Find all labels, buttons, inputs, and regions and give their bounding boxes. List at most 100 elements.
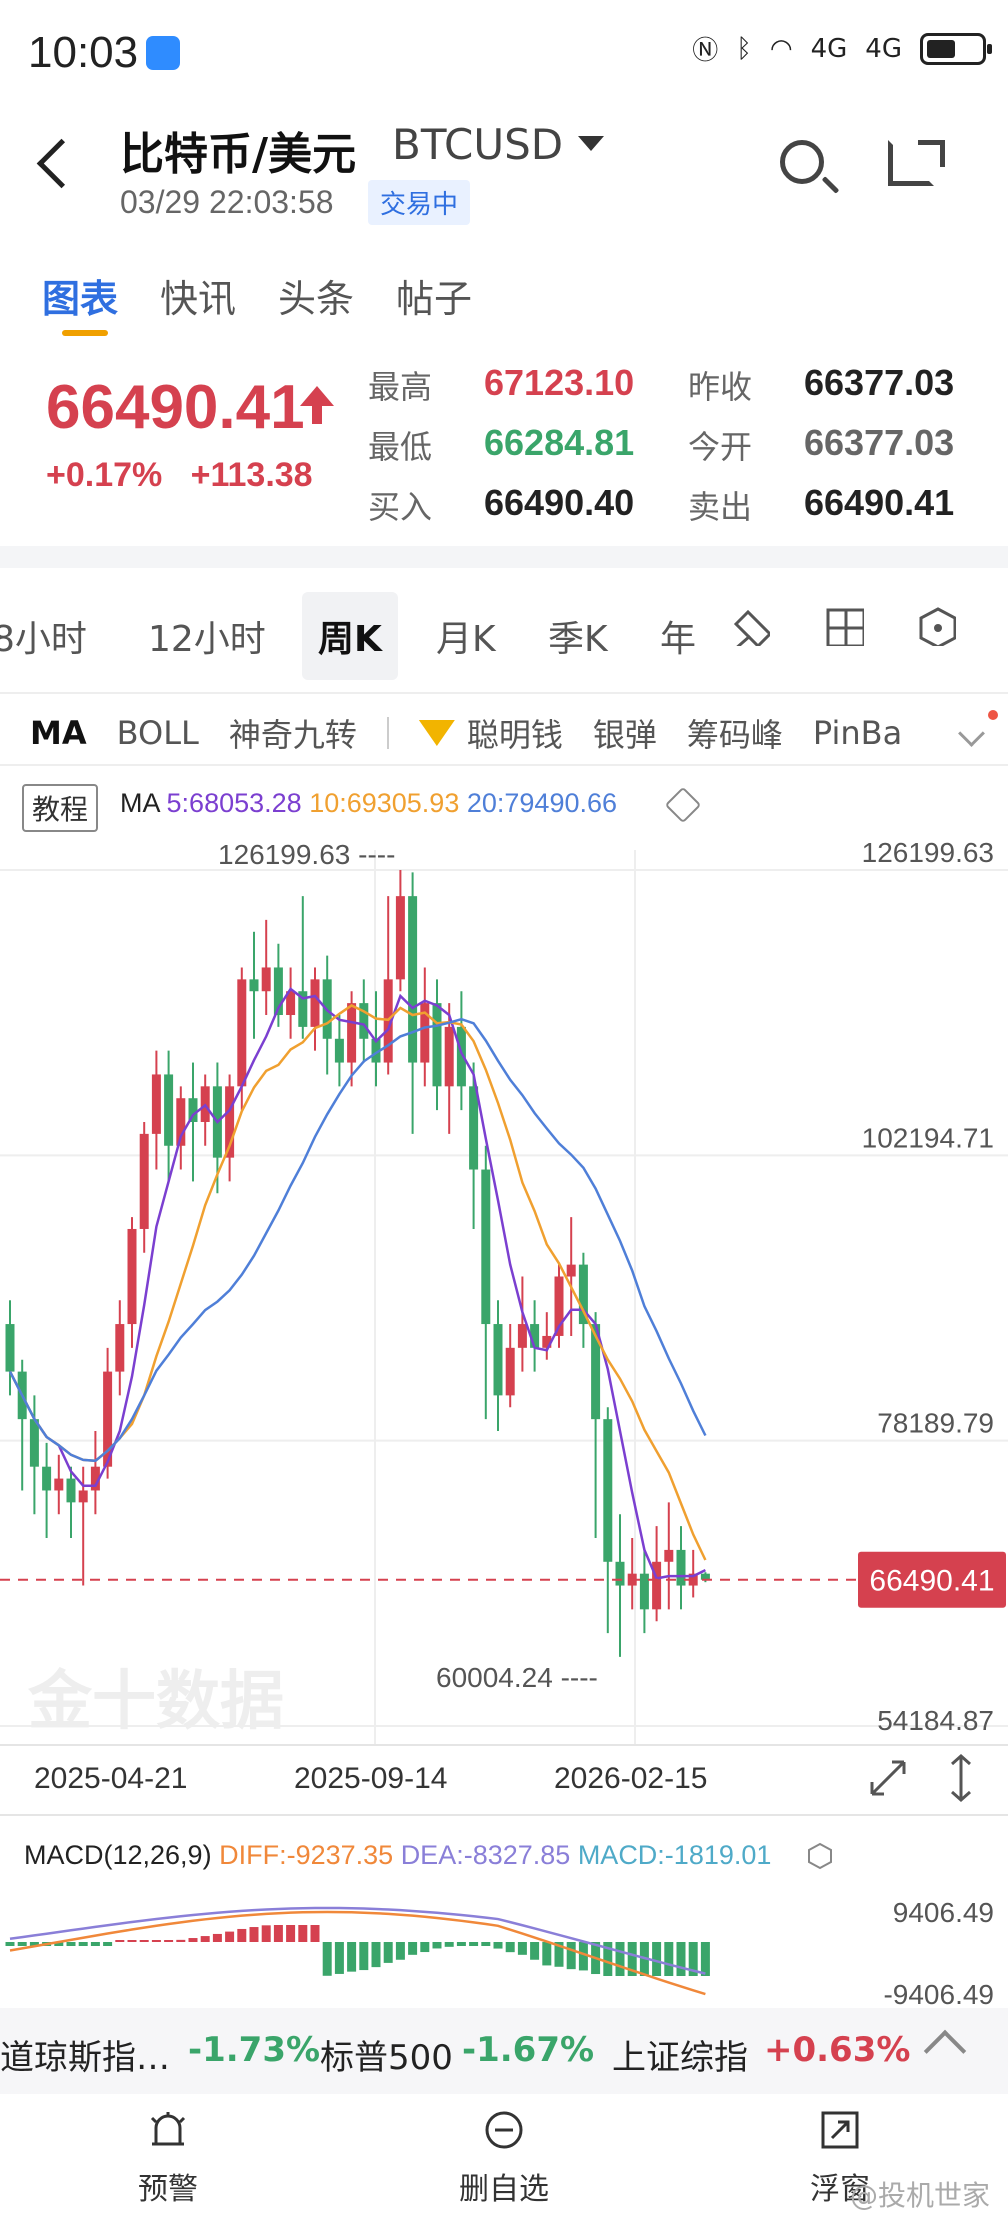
ticker-sp500-value: -1.67% xyxy=(462,2030,595,2070)
candle-body xyxy=(481,1169,491,1325)
indicator-pinbar[interactable]: PinBa xyxy=(812,714,903,752)
period-12h[interactable]: 12小时 xyxy=(148,619,266,660)
period-8h[interactable]: 8小时 xyxy=(0,619,87,660)
macd-bar xyxy=(481,1942,491,1946)
candle-body xyxy=(347,1003,357,1063)
chevron-down-icon[interactable] xyxy=(958,720,985,747)
chevron-up-icon[interactable] xyxy=(923,2029,967,2073)
market-ticker[interactable]: 道琼斯指… -1.73% 标普500 -1.67% 上证综指 +0.63% xyxy=(0,2008,1008,2094)
indicator-boll[interactable]: BOLL xyxy=(116,714,199,752)
candle-body xyxy=(700,1573,710,1580)
ask-value: 66490.41 xyxy=(804,482,955,523)
date-label-3: 2026-02-15 xyxy=(554,1762,708,1795)
candle-body xyxy=(127,1228,137,1325)
macd-bar xyxy=(420,1942,430,1953)
indicator-td9[interactable]: 神奇九转 xyxy=(228,716,357,754)
caret-down-icon[interactable] xyxy=(578,136,604,151)
candle-body xyxy=(17,1371,27,1420)
macd-bar xyxy=(334,1942,344,1974)
tab-posts[interactable]: 帖子 xyxy=(396,277,473,321)
settings-hexagon-icon[interactable] xyxy=(916,606,956,646)
notification-dot xyxy=(988,710,998,720)
candle-body xyxy=(408,896,418,1063)
content-tabs: 图表 快讯 头条 帖子 xyxy=(42,268,472,323)
macd-bar xyxy=(652,1942,662,1976)
search-icon[interactable] xyxy=(780,140,824,184)
candle-body xyxy=(554,1276,564,1336)
macd-bar xyxy=(322,1942,332,1976)
macd-axis-top: 9406.49 xyxy=(893,1897,994,1928)
fullscreen-icon[interactable] xyxy=(866,1756,910,1800)
candle-body xyxy=(188,1098,198,1122)
indicator-smart-money[interactable]: 聪明钱 xyxy=(466,716,563,754)
candle-body xyxy=(420,1003,430,1063)
candle-body xyxy=(151,1074,161,1134)
candle-body xyxy=(237,979,247,1087)
macd-bar xyxy=(688,1942,698,1976)
candle-body xyxy=(5,1324,15,1372)
ma10-line xyxy=(8,1004,707,1561)
candle-body xyxy=(566,1264,576,1277)
macd-bar xyxy=(493,1942,503,1949)
candle-body xyxy=(322,979,332,1039)
ma-label: MA xyxy=(120,788,160,818)
candle-body xyxy=(78,1490,88,1503)
candle-body xyxy=(444,1026,454,1087)
low-label: 最低 xyxy=(368,428,433,466)
change-value: +113.38 xyxy=(190,456,313,494)
divider xyxy=(0,764,1008,766)
macd-bar xyxy=(615,1942,625,1976)
period-week[interactable]: 周K xyxy=(302,592,398,680)
tutorial-button[interactable]: 教程 xyxy=(22,784,99,832)
macd-bar xyxy=(700,1942,710,1976)
tab-indicator xyxy=(62,330,108,336)
macd-bar xyxy=(151,1940,161,1942)
ticker-dow-value: -1.73% xyxy=(188,2030,321,2070)
macd-bar xyxy=(505,1942,515,1953)
draw-tool-icon[interactable] xyxy=(730,606,770,646)
macd-bar xyxy=(115,1940,125,1942)
back-icon[interactable] xyxy=(36,138,87,189)
candle-body xyxy=(517,1324,527,1348)
tab-headlines[interactable]: 头条 xyxy=(278,277,355,321)
period-year[interactable]: 年 xyxy=(660,619,697,660)
layout-grid-icon[interactable] xyxy=(824,606,864,646)
low-value: 66284.81 xyxy=(484,422,635,463)
y-axis-label: 78189.79 xyxy=(877,1408,994,1439)
y-axis-label: 102194.71 xyxy=(862,1122,994,1153)
candle-body xyxy=(371,1038,381,1063)
nav-remove-watchlist[interactable]: 删自选 xyxy=(404,2110,604,2208)
nav-float-window[interactable]: 浮窗 xyxy=(740,2110,940,2208)
period-quarter[interactable]: 季K xyxy=(548,619,608,660)
candle-body xyxy=(103,1371,113,1467)
high-marker: 126199.63 ---- xyxy=(218,839,395,870)
candle-body xyxy=(469,1086,479,1170)
high-value: 67123.10 xyxy=(484,362,635,403)
vertical-scale-icon[interactable] xyxy=(946,1752,976,1804)
tab-news[interactable]: 快讯 xyxy=(160,277,237,321)
candle-body xyxy=(432,1003,442,1087)
tab-chart[interactable]: 图表 xyxy=(42,277,119,321)
indicator-chip-peak[interactable]: 筹码峰 xyxy=(686,716,783,754)
ma-settings-icon[interactable] xyxy=(664,786,702,824)
macd-bar xyxy=(432,1942,442,1949)
indicator-ma[interactable]: MA xyxy=(30,714,87,752)
macd-bar xyxy=(225,1931,235,1942)
macd-bar xyxy=(249,1927,259,1942)
y-axis-label: 126199.63 xyxy=(862,837,994,868)
symbol-selector[interactable]: BTCUSD xyxy=(392,120,564,169)
candle-body xyxy=(286,991,296,1016)
ticker-sse-value: +0.63% xyxy=(764,2030,911,2070)
candle-body xyxy=(456,1026,466,1087)
indicator-silver-bullet[interactable]: 银弹 xyxy=(592,716,657,754)
macd-bar xyxy=(591,1942,601,1975)
share-icon[interactable] xyxy=(888,140,934,186)
quote-datetime: 03/29 22:03:58 xyxy=(120,184,334,220)
period-month[interactable]: 月K xyxy=(436,619,496,660)
macd-bar xyxy=(212,1933,222,1942)
macd-settings-icon[interactable] xyxy=(806,1842,834,1870)
macd-bar xyxy=(200,1936,210,1942)
nav-alert[interactable]: 预警 xyxy=(68,2110,268,2208)
candle-body xyxy=(139,1133,149,1229)
